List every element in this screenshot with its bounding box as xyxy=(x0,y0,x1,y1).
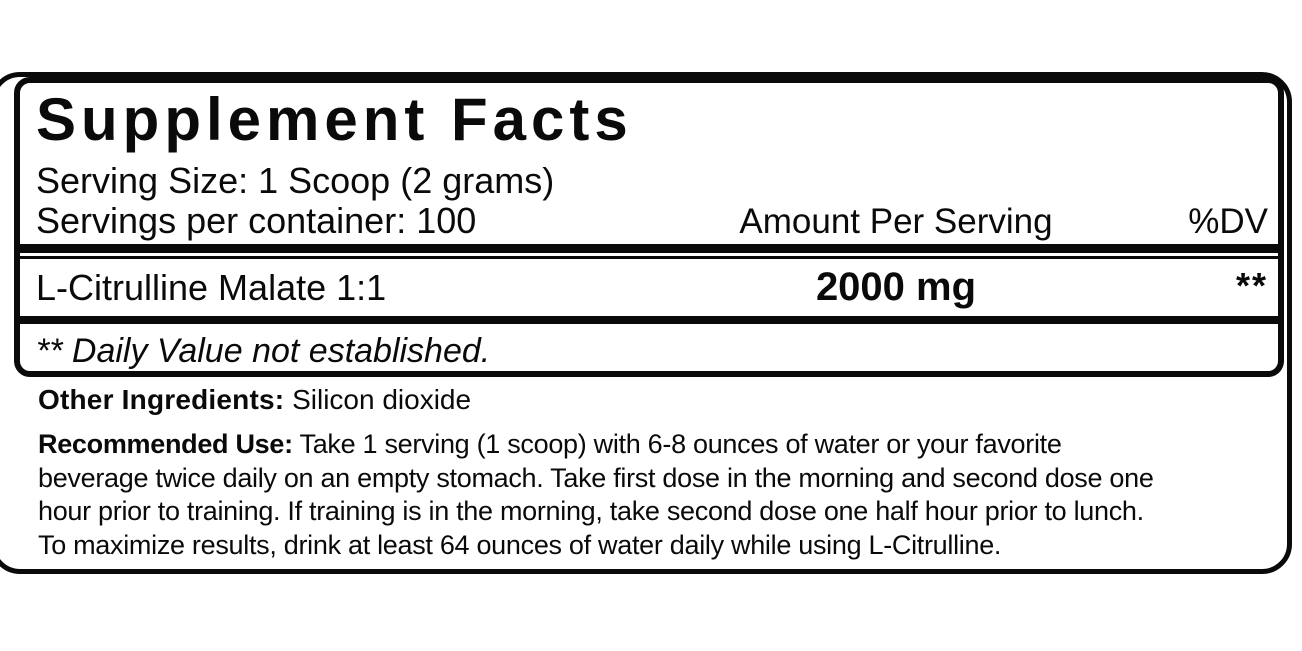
serving-size-text: Serving Size: 1 Scoop (2 grams) xyxy=(36,160,555,201)
recommended-use-line-4: To maximize results, drink at least 64 o… xyxy=(38,529,1002,560)
dv-footnote: ** Daily Value not established. xyxy=(36,332,491,370)
recommended-use-label: Recommended Use: xyxy=(38,429,293,459)
divider-row-rule xyxy=(20,316,1278,324)
recommended-use-paragraph: Recommended Use: Take 1 serving (1 scoop… xyxy=(38,428,1154,562)
amount-per-serving-header: Amount Per Serving xyxy=(739,202,1053,241)
recommended-use-line-1-text: Take 1 serving (1 scoop) with 6-8 ounces… xyxy=(299,429,1062,459)
recommended-use-line-2: beverage twice daily on an empty stomach… xyxy=(38,462,1154,493)
supplement-facts-panel: Supplement Facts Serving Size: 1 Scoop (… xyxy=(14,77,1284,377)
other-ingredients-line: Other Ingredients: Silicon dioxide xyxy=(38,384,471,416)
ingredient-name: L-Citrulline Malate 1:1 xyxy=(36,266,387,308)
panel-title: Supplement Facts xyxy=(36,86,633,153)
ingredient-row: L-Citrulline Malate 1:1 2000 mg ** xyxy=(36,259,1268,316)
ingredient-dv-value: ** xyxy=(1235,265,1268,306)
recommended-use-line-3: hour prior to training. If training is i… xyxy=(38,496,1144,526)
ingredient-amount: 2000 mg xyxy=(815,265,977,309)
percent-dv-header: %DV xyxy=(1188,202,1268,241)
divider-thin-rule xyxy=(20,256,1278,259)
servings-per-container-text: Servings per container: 100 xyxy=(36,200,477,241)
other-ingredients-value: Silicon dioxide xyxy=(292,384,472,415)
other-ingredients-label: Other Ingredients: xyxy=(38,384,285,415)
divider-thick-rule xyxy=(20,244,1278,253)
header-row: Servings per container: 100 Amount Per S… xyxy=(36,201,1268,242)
recommended-use-line-1: Recommended Use: Take 1 serving (1 scoop… xyxy=(38,428,1154,462)
label-outer-border xyxy=(0,72,1292,574)
